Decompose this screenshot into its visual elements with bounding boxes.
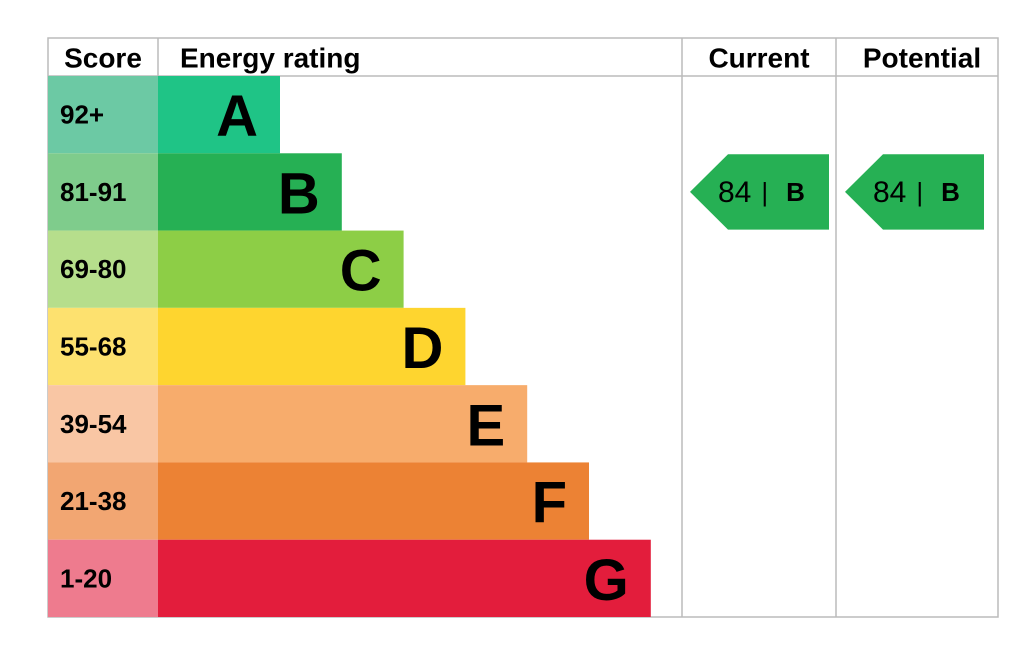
rating-letter: A <box>216 84 258 149</box>
rating-bar <box>158 153 342 231</box>
rating-bar <box>158 462 589 540</box>
rating-bar <box>158 76 280 154</box>
score-cell <box>48 462 158 540</box>
header-rating: Energy rating <box>180 43 360 74</box>
score-range: 92+ <box>60 100 104 130</box>
score-range: 55-68 <box>60 332 127 362</box>
rating-letter: F <box>532 471 567 536</box>
current-value: 84 <box>718 175 751 208</box>
score-cell <box>48 230 158 308</box>
current-separator: | <box>761 177 768 207</box>
rating-letter: D <box>402 316 444 381</box>
rating-letter: G <box>584 548 629 613</box>
score-cell <box>48 539 158 617</box>
score-range: 21-38 <box>60 486 127 516</box>
score-range: 69-80 <box>60 254 127 284</box>
potential-label: 84 | B <box>873 175 960 208</box>
score-range: 39-54 <box>60 409 127 439</box>
score-cell <box>48 76 158 154</box>
rating-letter: B <box>278 161 320 226</box>
rating-bar <box>158 539 651 617</box>
header-potential: Potential <box>863 43 981 74</box>
score-cell <box>48 385 158 463</box>
current-letter: B <box>786 177 805 207</box>
rating-letter: E <box>467 393 506 458</box>
current-label: 84 | B <box>718 175 805 208</box>
potential-arrow <box>845 154 984 230</box>
score-cell <box>48 153 158 231</box>
score-cell <box>48 307 158 386</box>
potential-letter: B <box>941 177 960 207</box>
rating-bar <box>158 385 528 463</box>
score-range: 1-20 <box>60 563 112 593</box>
current-arrow <box>690 154 829 230</box>
rating-bar <box>158 230 404 308</box>
header-current: Current <box>708 43 809 74</box>
rating-bar <box>158 307 466 386</box>
rating-letter: C <box>340 239 382 304</box>
score-range: 81-91 <box>60 177 127 207</box>
potential-separator: | <box>916 177 923 207</box>
header-score: Score <box>64 43 142 74</box>
potential-value: 84 <box>873 175 906 208</box>
